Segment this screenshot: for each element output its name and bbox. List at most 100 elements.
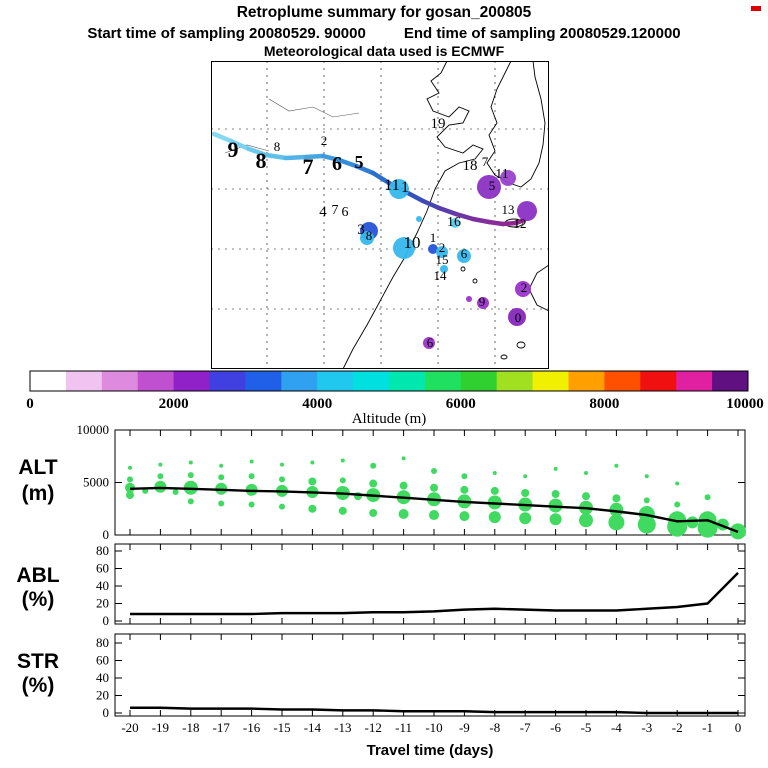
alt-bubble: [519, 512, 532, 525]
alt-bubble: [370, 462, 377, 469]
day-number-label: 5: [355, 152, 364, 172]
alt-bubble: [127, 476, 133, 483]
y-tick-label: 0: [103, 613, 110, 628]
colorbar-segment: [604, 371, 641, 391]
x-tick-label: -1: [702, 720, 713, 735]
alt-bubble: [431, 467, 437, 474]
colorbar-tick-label: 0: [26, 396, 34, 412]
plume-blob: [477, 175, 501, 199]
end-time-text: End time of sampling 20080529.120000: [403, 25, 681, 42]
plume-blob: [466, 296, 472, 302]
colorbar-segment: [389, 371, 426, 391]
day-number-label: 10: [404, 233, 421, 252]
day-number-label: 16: [447, 215, 461, 230]
panel-frame: [114, 543, 746, 625]
x-tick-label: -2: [672, 720, 683, 735]
colorbar-segment: [712, 371, 749, 391]
trajectory-segment: [353, 163, 376, 176]
alt-bubble: [279, 503, 285, 510]
alt-bubble: [704, 494, 711, 501]
alt-bubble: [308, 504, 317, 513]
day-number-label: 19: [431, 116, 446, 132]
trajectory-segment: [486, 219, 506, 227]
y-tick-label: 10000: [77, 424, 110, 437]
day-number-label: 3: [357, 222, 365, 238]
alt-bubble: [584, 471, 588, 476]
alt-bubble: [579, 513, 593, 528]
day-number-label: 6: [332, 153, 342, 175]
alt-bubble: [158, 462, 163, 467]
x-tick-label: -8: [489, 720, 500, 735]
day-number-label: 18: [463, 158, 478, 174]
coastline: [504, 218, 524, 228]
plume-blob: [508, 308, 526, 326]
y-tick-label: 20: [96, 596, 109, 611]
day-number-label: 2: [439, 240, 446, 255]
trajectory-segment: [513, 217, 527, 226]
start-time-text: Start time of sampling 20080529. 90000: [87, 25, 366, 42]
plume-blob: [416, 216, 422, 222]
day-number-label: 8: [274, 139, 281, 154]
x-tick-label: -20: [121, 720, 138, 735]
trajectory-segment: [436, 205, 459, 217]
alt-bubble: [218, 500, 225, 507]
alt-mean-line: [129, 486, 739, 533]
x-tick-label: 0: [735, 720, 742, 735]
y-tick-label: 40: [96, 670, 109, 685]
alt-bubble: [154, 480, 167, 493]
colorbar-segment: [460, 371, 498, 391]
day-number-label: 14: [434, 268, 448, 283]
panel-title-units: (m): [22, 482, 55, 505]
trajectory-segment: [263, 152, 289, 161]
x-tick-label: -4: [611, 720, 622, 735]
panel-title-units: (%): [22, 588, 55, 611]
day-number-label: 6: [342, 205, 349, 220]
trajectory-segment: [420, 198, 442, 211]
x-tick-label: -11: [395, 720, 412, 735]
x-tick-label: -6: [550, 720, 561, 735]
alt-bubble: [128, 465, 132, 470]
panel-title: STR: [17, 650, 59, 673]
alt-bubble: [521, 489, 530, 497]
day-number-label: 12: [514, 216, 527, 231]
plume-blob: [457, 249, 471, 263]
colorbar-segment: [532, 371, 569, 391]
alt-bubble: [549, 513, 562, 526]
met-data-text: Meteorological data used is ECMWF: [263, 43, 505, 59]
alt-bubble: [172, 488, 179, 495]
x-tick-label: -16: [243, 720, 261, 735]
x-tick-label: -13: [334, 720, 351, 735]
colorbar-tick-label: 8000: [589, 396, 619, 412]
plume-blob: [389, 179, 409, 199]
colorbar-segment: [676, 371, 713, 391]
y-tick-label: 60: [96, 653, 109, 668]
coastline: [342, 61, 484, 369]
day-number-label: 9: [479, 294, 486, 309]
alt-bubble: [187, 498, 194, 505]
day-number-label: 2: [521, 280, 528, 295]
day-number-label: 1: [430, 230, 437, 245]
y-tick-label: 0: [103, 705, 110, 720]
alt-bubble: [248, 501, 255, 508]
x-tick-label: -9: [459, 720, 470, 735]
alt-bubble: [461, 473, 468, 480]
plume-blob: [436, 246, 448, 258]
day-number-label: 11: [384, 177, 399, 194]
map-border: [211, 61, 549, 369]
alt-bubble: [338, 506, 347, 515]
colorbar-segment: [65, 371, 103, 391]
day-number-label: 13: [502, 202, 515, 217]
day-number-label: 5: [489, 178, 496, 193]
panel-frame: [114, 633, 746, 717]
day-number-label: 11: [495, 167, 508, 182]
colorbar-segment: [353, 371, 390, 391]
colorbar-segment: [424, 371, 462, 391]
alt-bubble: [126, 491, 134, 500]
alt-bubble: [686, 516, 699, 529]
trajectory-segment: [283, 154, 309, 161]
colorbar-segment: [281, 371, 318, 391]
alt-bubble: [369, 479, 378, 488]
plume-blob: [515, 281, 531, 297]
x-axis-title: Travel time (days): [367, 742, 494, 759]
